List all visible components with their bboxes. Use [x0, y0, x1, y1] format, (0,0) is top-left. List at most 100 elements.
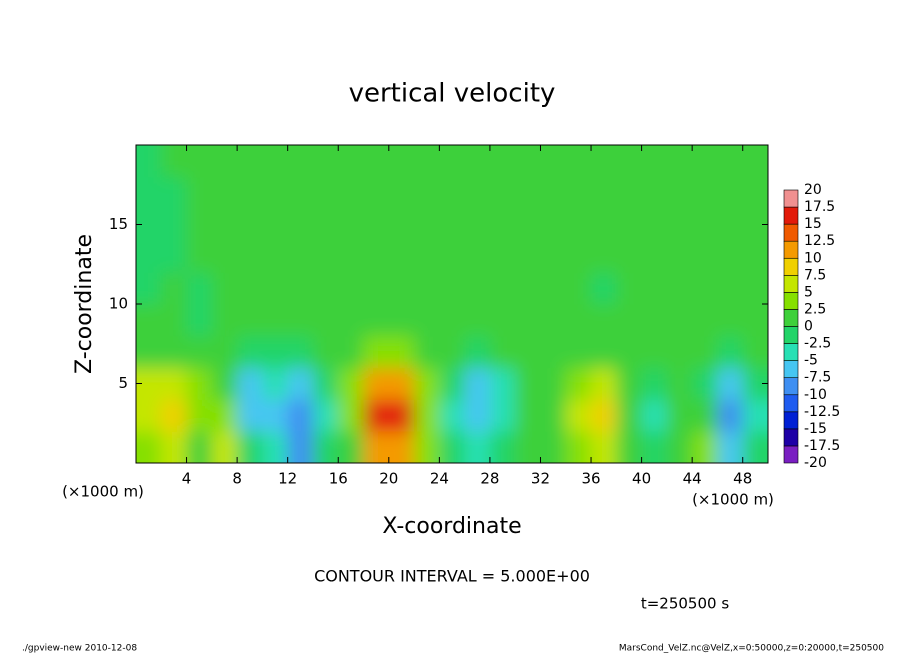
cell — [262, 367, 289, 400]
cell — [641, 208, 668, 241]
cell — [616, 272, 643, 305]
cell — [591, 304, 617, 337]
cell — [338, 240, 365, 273]
cell — [262, 208, 289, 241]
cell — [388, 304, 415, 337]
cell — [717, 304, 744, 337]
cell — [186, 176, 213, 210]
x-unit-right: (×1000 m) — [692, 491, 774, 509]
cell — [338, 335, 365, 369]
cell — [363, 399, 390, 432]
x-tick-label: 4 — [182, 470, 192, 488]
y-tick-label: 5 — [118, 374, 128, 392]
cell — [312, 208, 339, 241]
cell — [489, 399, 516, 432]
cell — [388, 240, 415, 273]
colorbar-box — [783, 275, 799, 293]
cell — [287, 431, 314, 463]
cell — [489, 431, 516, 463]
cell — [186, 431, 213, 463]
cell — [338, 431, 365, 463]
cell — [515, 208, 541, 241]
cell — [363, 208, 390, 241]
cell — [692, 272, 718, 305]
cell — [262, 240, 289, 273]
cell — [565, 240, 592, 273]
cell — [186, 145, 213, 178]
cell — [338, 272, 365, 305]
cell — [237, 335, 263, 369]
cell — [161, 335, 188, 369]
cell — [237, 399, 263, 432]
cell — [616, 367, 643, 400]
x-tick-label: 48 — [733, 470, 752, 488]
cell — [363, 240, 390, 273]
cell — [641, 304, 668, 337]
cell — [515, 304, 541, 337]
cell — [237, 367, 263, 400]
cell — [616, 145, 643, 178]
cell — [540, 208, 567, 241]
cell — [464, 335, 491, 369]
cell — [338, 176, 365, 210]
colorbar-box — [783, 377, 799, 396]
cell — [312, 431, 339, 463]
cell — [186, 240, 213, 273]
cell — [287, 367, 314, 400]
x-tick-label: 28 — [480, 470, 499, 488]
cell — [287, 145, 314, 178]
cell — [262, 145, 289, 178]
cell — [287, 208, 314, 241]
cell — [161, 367, 188, 400]
cell — [237, 272, 263, 305]
cell — [312, 176, 339, 210]
cell — [338, 208, 365, 241]
cell — [439, 367, 466, 400]
cell — [692, 208, 718, 241]
cell — [464, 145, 491, 178]
cell — [742, 304, 768, 337]
cell — [692, 335, 718, 369]
cell — [540, 240, 567, 273]
cell — [717, 145, 744, 178]
cell — [237, 176, 263, 210]
cell — [641, 145, 668, 178]
cell — [237, 431, 263, 463]
chart-title: vertical velocity — [349, 79, 556, 109]
cell — [414, 145, 440, 178]
cell — [136, 145, 162, 178]
cell — [641, 176, 668, 210]
cell — [540, 304, 567, 337]
cell — [540, 272, 567, 305]
cell — [287, 176, 314, 210]
cell — [439, 145, 466, 178]
cell — [464, 272, 491, 305]
cell — [262, 304, 289, 337]
cell — [565, 304, 592, 337]
cell — [717, 208, 744, 241]
cell — [262, 272, 289, 305]
cell — [540, 367, 567, 400]
cell — [363, 367, 390, 400]
cell — [439, 272, 466, 305]
colorbar-label: 17.5 — [804, 199, 835, 215]
cell — [211, 431, 238, 463]
cell — [742, 145, 768, 178]
cell — [136, 240, 162, 273]
cell — [489, 272, 516, 305]
cell — [211, 335, 238, 369]
cell — [692, 399, 718, 432]
cell — [211, 272, 238, 305]
cell — [692, 304, 718, 337]
cell — [540, 176, 567, 210]
field — [136, 145, 768, 463]
cell — [211, 240, 238, 273]
cell — [312, 145, 339, 178]
cell — [414, 304, 440, 337]
colorbar-label: 0 — [804, 319, 813, 335]
cell — [489, 240, 516, 273]
cell — [641, 431, 668, 463]
colorbar-label: -5 — [804, 353, 818, 369]
cell — [136, 399, 162, 432]
